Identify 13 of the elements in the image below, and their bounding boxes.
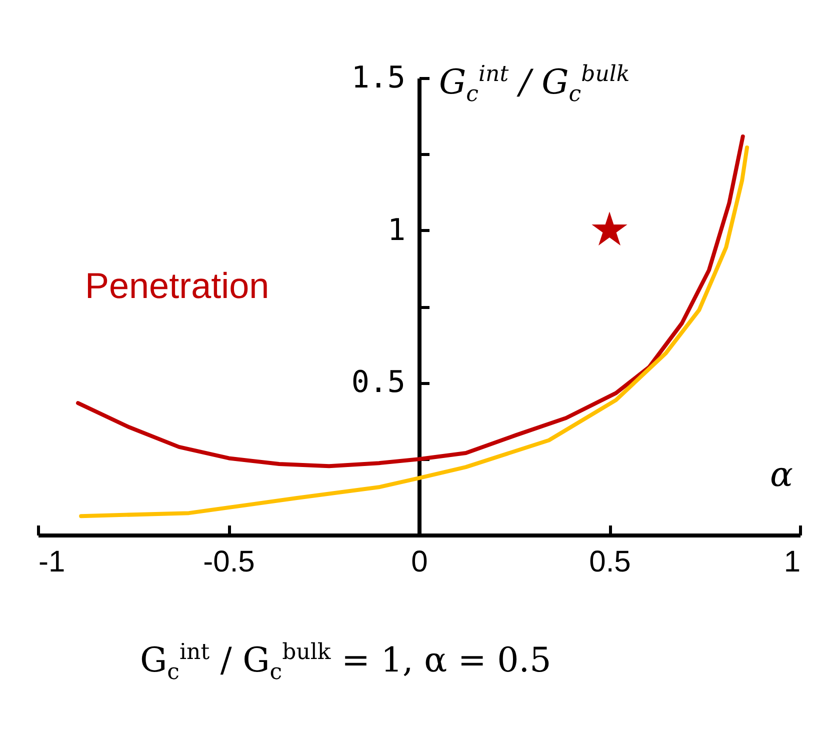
x-tick-label: 0 <box>411 546 428 578</box>
y-tick-label: 1 <box>387 212 406 248</box>
y-tick-label: 1.5 <box>351 60 406 96</box>
x-axis-title: α <box>770 455 793 495</box>
line-series <box>76 134 745 468</box>
text: Penetration <box>85 265 270 307</box>
x-tick-label: -0.5 <box>203 546 255 578</box>
text: G$_{c}$$^{int}$ / G$_{c}$$^{bulk}$ = 1, α = 0.5 <box>140 640 552 686</box>
y-tick-label: 0.5 <box>351 365 406 400</box>
x-tick-label: -1 <box>38 546 66 578</box>
line-series <box>79 145 750 518</box>
x-tick-label: 0.5 <box>589 546 631 578</box>
x-tick-label: 1 <box>784 546 800 578</box>
